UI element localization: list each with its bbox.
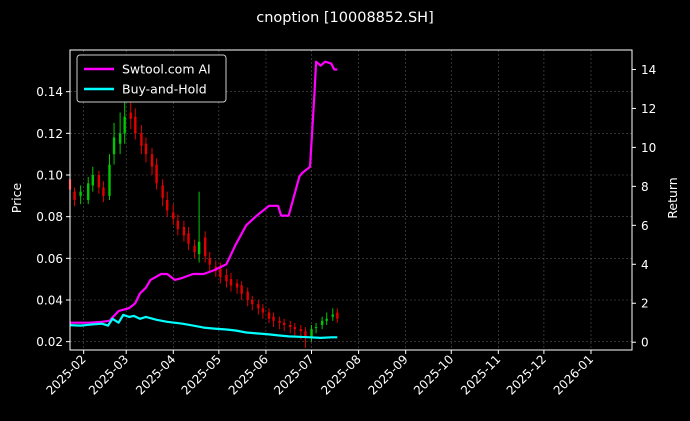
candle-body [161, 185, 164, 198]
left-tick-label: 0.10 [36, 169, 63, 183]
candle-body [187, 233, 190, 244]
candle-body [112, 137, 116, 155]
candle-body [235, 283, 239, 288]
candle-body [155, 164, 158, 184]
candle-body [91, 175, 94, 186]
candle-body [197, 241, 201, 255]
right-tick-label: 14 [641, 63, 656, 77]
candle-body [123, 116, 126, 134]
candle-body [166, 200, 169, 211]
left-tick-label: 0.04 [36, 294, 63, 308]
candle-body [314, 327, 318, 329]
candle-body [225, 275, 228, 282]
candle-body [251, 300, 254, 305]
right-axis-ticks: 0 2 4 6 8 10 12 14 [632, 63, 656, 350]
right-tick-label: 0 [641, 336, 649, 350]
candle-body [310, 329, 313, 338]
plot-frame [69, 49, 633, 351]
candle-body [289, 325, 292, 328]
return-lines [69, 60, 338, 339]
candle-body [144, 143, 148, 155]
candle-body [219, 268, 222, 278]
candle-body [282, 322, 286, 325]
candle-body [267, 312, 271, 319]
candle-body [229, 279, 233, 286]
candle-body [261, 308, 265, 313]
strategy-return-line [70, 60, 338, 324]
candle-body [193, 245, 196, 253]
left-tick-label: 0.02 [36, 335, 63, 349]
legend-box [76, 54, 227, 103]
legend-label-strategy: Swtool.com AI [122, 62, 211, 77]
right-tick-label: 4 [641, 258, 649, 272]
candle-body [140, 133, 143, 146]
candle-body [272, 316, 275, 321]
candle-body [129, 112, 132, 119]
chart-title: cnoption [10008852.SH] [256, 10, 433, 26]
candle-body [331, 314, 334, 317]
candle-body [246, 291, 249, 300]
right-tick-label: 12 [641, 102, 656, 116]
candle-body [79, 191, 82, 196]
legend-label-buy-hold: Buy-and-Hold [122, 82, 207, 97]
candle-body [203, 237, 207, 257]
left-tick-label: 0.14 [36, 85, 63, 99]
candle-body [278, 320, 281, 323]
candle-body [118, 133, 122, 144]
left-axis-ticks: 0.02 0.04 0.06 0.08 0.10 0.12 0.14 [36, 85, 70, 349]
candle-body [293, 327, 296, 330]
legend: Swtool.com AI Buy-and-Hold [76, 54, 227, 103]
candle-body [320, 320, 324, 325]
candle-body [97, 175, 101, 188]
left-axis-label: Price [9, 182, 24, 213]
right-axis-label: Return [665, 177, 680, 218]
candle-body [87, 183, 90, 200]
candle-body [150, 154, 154, 167]
right-tick-label: 10 [641, 141, 656, 155]
right-tick-label: 6 [641, 219, 649, 233]
left-tick-label: 0.06 [36, 252, 63, 266]
candle-body [134, 116, 137, 134]
candle-body [182, 227, 186, 236]
candle-body [102, 187, 105, 196]
buy-hold-return-line [69, 313, 338, 339]
candle-body [208, 258, 211, 265]
left-tick-label: 0.08 [36, 210, 63, 224]
candle-body [257, 304, 260, 309]
candle-body [299, 329, 303, 332]
candle-body [240, 285, 243, 294]
candle-body [108, 164, 111, 196]
left-tick-label: 0.12 [36, 127, 63, 141]
candle-body [176, 220, 180, 230]
candle-body [325, 318, 328, 321]
candle-body [73, 191, 76, 200]
right-tick-label: 8 [641, 180, 649, 194]
right-tick-label: 2 [641, 297, 649, 311]
candle-body [172, 212, 175, 219]
candle-body [304, 331, 307, 338]
candle-body [336, 312, 339, 319]
